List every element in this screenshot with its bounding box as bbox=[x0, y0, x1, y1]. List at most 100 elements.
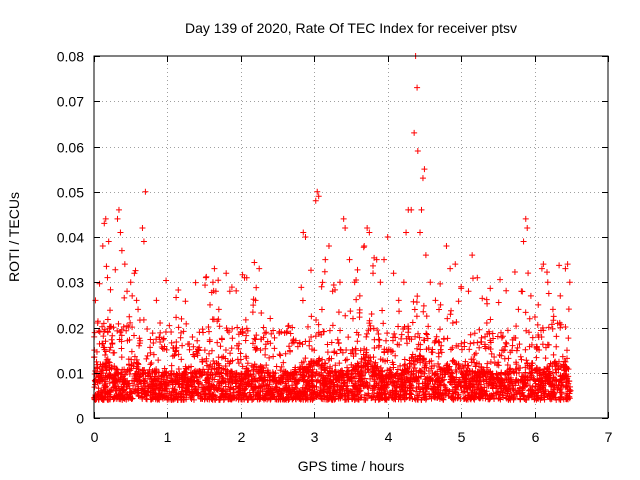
data-point-marker bbox=[542, 355, 549, 362]
data-point-marker bbox=[402, 379, 409, 386]
data-point-marker bbox=[178, 315, 185, 322]
data-point-marker bbox=[190, 351, 197, 358]
data-point-marker bbox=[393, 370, 400, 377]
data-point-marker bbox=[207, 301, 214, 308]
data-point-marker bbox=[170, 345, 177, 352]
data-point-marker bbox=[107, 286, 114, 293]
data-point-marker bbox=[229, 373, 236, 380]
data-point-marker bbox=[443, 362, 450, 369]
data-point-marker bbox=[557, 321, 564, 328]
data-point-marker bbox=[540, 371, 547, 378]
data-point-marker bbox=[536, 366, 543, 373]
data-point-marker bbox=[131, 353, 138, 360]
data-point-marker bbox=[498, 370, 505, 377]
data-point-marker bbox=[95, 385, 102, 392]
data-point-marker bbox=[455, 391, 462, 398]
data-point-marker bbox=[357, 347, 364, 354]
data-point-marker bbox=[435, 338, 442, 345]
data-point-marker bbox=[475, 369, 482, 376]
data-point-marker bbox=[321, 328, 328, 335]
data-point-marker bbox=[322, 360, 329, 367]
data-point-marker bbox=[513, 389, 520, 396]
data-point-marker bbox=[471, 370, 478, 377]
data-point-marker bbox=[128, 348, 135, 355]
data-point-marker bbox=[189, 334, 196, 341]
data-point-marker bbox=[226, 393, 233, 400]
data-point-marker bbox=[199, 326, 206, 333]
data-point-marker bbox=[182, 363, 189, 370]
data-point-marker bbox=[261, 330, 268, 337]
data-point-marker bbox=[332, 362, 339, 369]
data-point-marker bbox=[538, 265, 545, 272]
data-point-marker bbox=[321, 367, 328, 374]
data-point-marker bbox=[332, 395, 339, 402]
data-point-marker bbox=[229, 335, 236, 342]
data-point-marker bbox=[426, 393, 433, 400]
data-point-marker bbox=[287, 348, 294, 355]
data-point-marker bbox=[106, 346, 113, 353]
data-point-marker bbox=[127, 279, 134, 286]
data-point-marker bbox=[218, 390, 225, 397]
data-point-marker bbox=[371, 345, 378, 352]
data-point-marker bbox=[343, 387, 350, 394]
data-point-marker bbox=[357, 372, 364, 379]
data-point-marker bbox=[91, 329, 98, 336]
data-point-marker bbox=[269, 376, 276, 383]
data-point-marker bbox=[205, 366, 212, 373]
data-point-marker bbox=[273, 363, 280, 370]
data-point-marker bbox=[471, 330, 478, 337]
data-point-marker bbox=[287, 375, 294, 382]
data-point-marker bbox=[275, 379, 282, 386]
data-point-marker bbox=[494, 333, 501, 340]
data-point-marker bbox=[173, 314, 180, 321]
data-point-marker bbox=[449, 386, 456, 393]
data-point-marker bbox=[383, 395, 390, 402]
data-point-marker bbox=[462, 395, 469, 402]
data-point-marker bbox=[444, 367, 451, 374]
data-point-marker bbox=[383, 337, 390, 344]
data-point-marker bbox=[180, 376, 187, 383]
data-point-marker bbox=[407, 376, 414, 383]
data-point-marker bbox=[421, 379, 428, 386]
data-point-marker bbox=[260, 395, 267, 402]
data-point-marker bbox=[558, 376, 565, 383]
data-point-marker bbox=[261, 376, 268, 383]
data-point-marker bbox=[153, 336, 160, 343]
data-point-marker bbox=[251, 335, 258, 342]
data-point-marker bbox=[203, 273, 210, 280]
data-point-marker bbox=[163, 277, 170, 284]
data-point-marker bbox=[132, 267, 139, 274]
data-point-marker bbox=[140, 370, 147, 377]
data-point-marker bbox=[420, 308, 427, 315]
data-point-marker bbox=[251, 259, 258, 266]
data-point-marker bbox=[117, 329, 124, 336]
data-point-marker bbox=[354, 360, 361, 367]
data-point-marker bbox=[351, 279, 358, 286]
x-axis-tick-labels: 0 1 2 3 4 5 6 7 bbox=[91, 429, 613, 445]
data-point-marker bbox=[166, 322, 173, 329]
data-point-marker bbox=[147, 361, 154, 368]
data-point-marker bbox=[151, 383, 158, 390]
data-point-marker bbox=[98, 363, 105, 370]
data-point-marker bbox=[552, 358, 559, 365]
data-point-marker bbox=[423, 346, 430, 353]
data-point-marker bbox=[114, 215, 121, 222]
data-point-marker bbox=[505, 396, 512, 403]
data-point-marker bbox=[251, 384, 258, 391]
data-point-marker bbox=[371, 390, 378, 397]
data-point-marker bbox=[476, 377, 483, 384]
data-point-marker bbox=[511, 269, 518, 276]
data-point-marker bbox=[509, 342, 516, 349]
x-tick-label: 7 bbox=[605, 429, 613, 445]
data-point-marker bbox=[155, 357, 162, 364]
data-point-marker bbox=[325, 383, 332, 390]
data-point-marker bbox=[163, 346, 170, 353]
data-point-marker bbox=[387, 391, 394, 398]
data-point-marker bbox=[346, 256, 353, 263]
data-point-marker bbox=[363, 379, 370, 386]
data-point-marker bbox=[124, 288, 131, 295]
data-point-marker bbox=[262, 345, 269, 352]
data-point-marker bbox=[358, 358, 365, 365]
data-point-marker bbox=[513, 359, 520, 366]
